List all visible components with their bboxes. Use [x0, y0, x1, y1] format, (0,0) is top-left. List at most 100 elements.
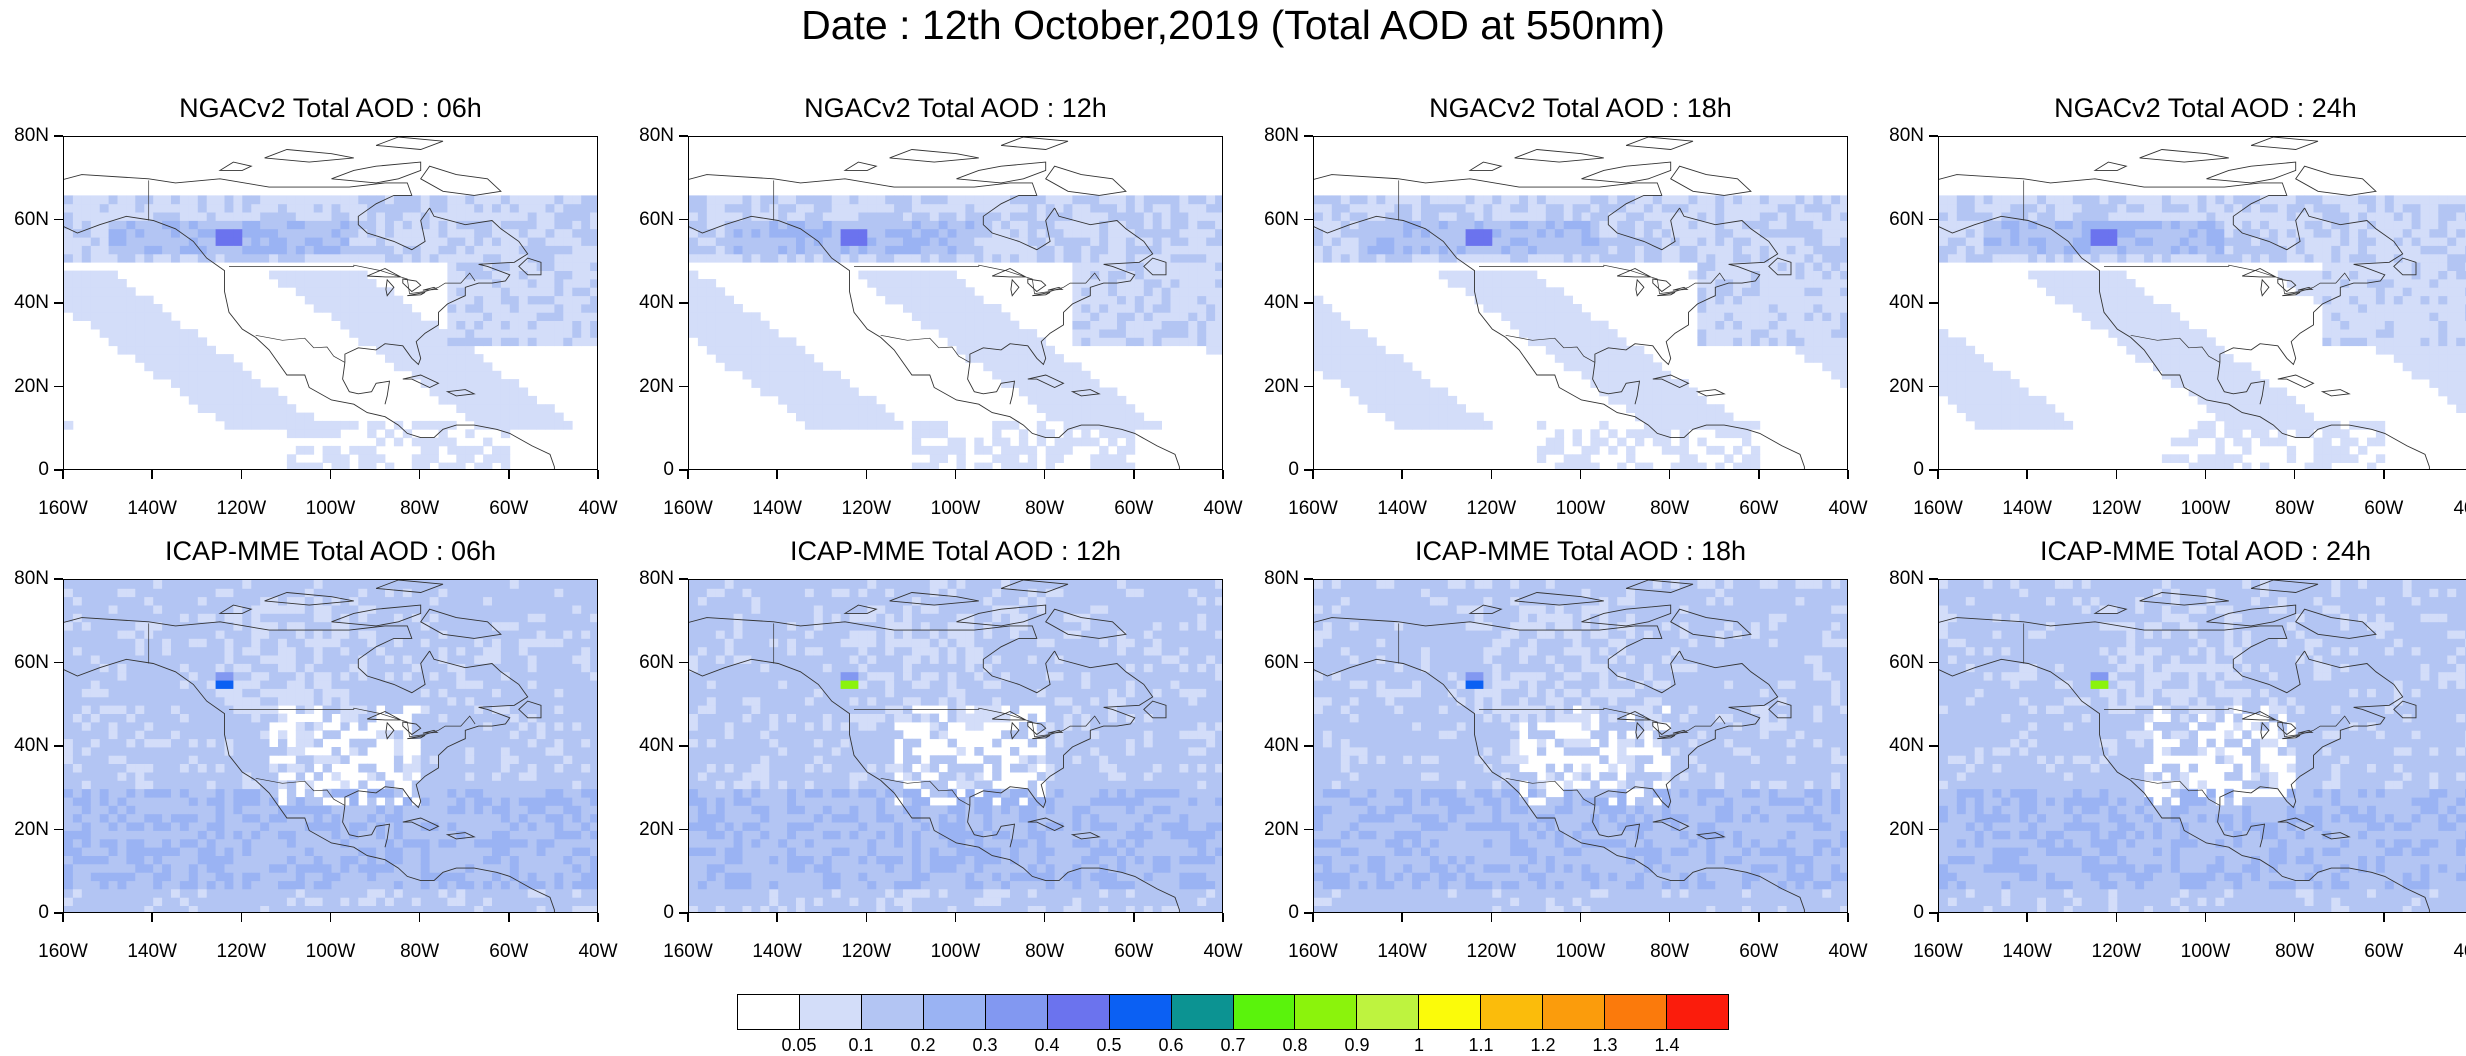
lon-tick-mark	[151, 470, 153, 479]
lat-tick-label: 40N	[1889, 292, 1924, 313]
lon-tick-mark	[2293, 470, 2296, 479]
lon-tick-mark	[62, 470, 64, 479]
map-frame	[63, 136, 598, 470]
colorbar-label: 1.1	[1468, 1035, 1494, 1055]
lat-tick-mark	[1304, 578, 1313, 580]
lon-tick-label: 120W	[2091, 498, 2142, 519]
lat-tick-mark	[1929, 661, 1938, 664]
lon-tick-label: 120W	[216, 941, 267, 962]
colorbar-label: 0.8	[1282, 1035, 1308, 1055]
map-frame	[63, 579, 598, 913]
map-frame	[1313, 579, 1848, 913]
lon-tick-mark	[1668, 913, 1671, 922]
lon-tick-mark	[2115, 470, 2118, 479]
colorbar-label: 1.4	[1654, 1035, 1680, 1055]
lat-tick-mark	[1304, 218, 1313, 221]
colorbar-swatch	[1419, 995, 1482, 1029]
lon-tick-label: 140W	[2002, 498, 2052, 519]
colorbar-swatch	[738, 995, 800, 1029]
map-panel-ngacv2-18h: NGACv2 Total AOD : 18h 80N 60N 40N 20N 0 160W 1…	[1264, 93, 1867, 519]
panel-title: ICAP-MME Total AOD : 24h	[2039, 536, 2372, 566]
lon-tick-mark	[1758, 470, 1760, 479]
lon-tick-mark	[1401, 913, 1403, 922]
lon-tick-mark	[1401, 470, 1403, 479]
lat-tick-mark	[679, 745, 688, 747]
lon-tick-label: 40W	[2453, 941, 2466, 962]
aod-map	[1314, 137, 1847, 469]
lat-tick-label: 40N	[639, 735, 674, 756]
colorbar-swatch	[923, 995, 986, 1029]
lat-tick-mark	[54, 745, 63, 747]
lat-tick-label: 20N	[14, 375, 49, 397]
panel-title: ICAP-MME Total AOD : 12h	[789, 536, 1122, 566]
lat-tick-mark	[1929, 469, 1938, 471]
lon-tick-mark	[1579, 913, 1582, 922]
lon-tick-mark	[776, 913, 778, 922]
colorbar-label: 0.6	[1158, 1035, 1184, 1055]
lon-tick-mark	[865, 913, 868, 922]
lon-tick-label: 100W	[305, 498, 356, 519]
lat-tick-label: 80N	[1889, 125, 1924, 146]
lat-tick-mark	[54, 302, 63, 304]
lon-tick-mark	[597, 913, 599, 922]
panel-title: ICAP-MME Total AOD : 18h	[1414, 536, 1747, 566]
lat-tick-mark	[1304, 661, 1313, 664]
aod-map	[64, 137, 597, 469]
lon-tick-mark	[329, 913, 332, 922]
lat-tick-mark	[679, 828, 688, 831]
lon-tick-mark	[329, 470, 332, 479]
map-frame	[1938, 579, 2466, 913]
lat-tick-label: 60N	[1889, 208, 1924, 230]
lon-tick-mark	[954, 913, 957, 922]
map-panel-icap-mme-12h: ICAP-MME Total AOD : 12h 80N 60N 40N 20N 0 160…	[639, 536, 1242, 962]
lon-tick-mark	[508, 470, 510, 479]
aod-field	[689, 195, 1222, 469]
lon-tick-label: 120W	[216, 498, 267, 519]
lat-tick-mark	[1304, 302, 1313, 304]
lon-tick-mark	[1312, 470, 1314, 479]
lon-tick-mark	[418, 470, 421, 479]
lon-tick-mark	[418, 913, 421, 922]
lat-tick-mark	[1304, 745, 1313, 747]
aod-map	[1314, 580, 1847, 912]
lat-tick-label: 20N	[1264, 818, 1299, 840]
colorbar-label: 0.2	[910, 1035, 936, 1055]
lon-tick-mark	[865, 470, 868, 479]
lon-tick-label: 100W	[1555, 498, 1606, 519]
lon-tick-label: 40W	[1828, 498, 1868, 519]
lon-tick-mark	[687, 913, 689, 922]
lat-tick-label: 40N	[14, 735, 49, 756]
lon-tick-label: 140W	[752, 498, 802, 519]
colorbar-swatch	[1543, 995, 1606, 1029]
figure-title: Date : 12th October,2019 (Total AOD at 5…	[801, 2, 1665, 48]
lon-tick-label: 80W	[1025, 498, 1065, 519]
panel-title: NGACv2 Total AOD : 24h	[2054, 93, 2357, 123]
colorbar-swatch	[985, 995, 1048, 1029]
lon-tick-mark	[240, 913, 243, 922]
colorbar-swatch	[1605, 995, 1668, 1029]
lat-tick-label: 20N	[1264, 375, 1299, 397]
lon-tick-mark	[1043, 913, 1046, 922]
lat-tick-label: 40N	[639, 292, 674, 313]
lon-tick-label: 60W	[2364, 498, 2404, 519]
lon-tick-label: 120W	[2091, 941, 2142, 962]
lat-tick-mark	[679, 469, 688, 471]
lon-tick-mark	[1758, 913, 1760, 922]
lat-tick-mark	[679, 135, 688, 137]
lon-tick-mark	[1043, 470, 1046, 479]
lon-tick-label: 160W	[1913, 941, 1963, 962]
coastlines	[64, 137, 555, 469]
lon-tick-label: 160W	[1288, 498, 1338, 519]
lon-tick-label: 80W	[1650, 941, 1690, 962]
lon-tick-mark	[1133, 913, 1135, 922]
map-panel-icap-mme-18h: ICAP-MME Total AOD : 18h 80N 60N 40N 20N 0 160…	[1264, 536, 1867, 962]
lon-tick-label: 140W	[2002, 941, 2052, 962]
lat-tick-label: 0	[1288, 902, 1299, 923]
lat-tick-mark	[679, 302, 688, 304]
lon-tick-mark	[1579, 470, 1582, 479]
lat-tick-mark	[1929, 578, 1938, 580]
lat-tick-mark	[54, 469, 63, 471]
lat-tick-label: 80N	[639, 125, 674, 146]
coastlines	[689, 580, 1180, 912]
lon-tick-mark	[1133, 470, 1135, 479]
